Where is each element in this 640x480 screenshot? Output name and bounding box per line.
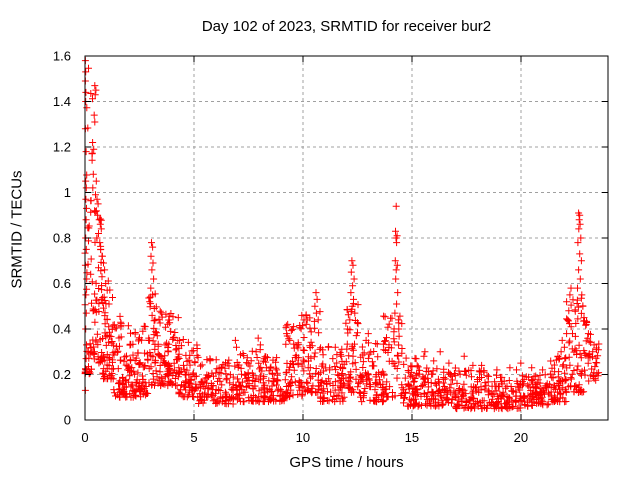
y-tick-label: 0.6 — [53, 276, 71, 291]
x-tick-label: 15 — [405, 430, 419, 445]
y-tick-label: 1.6 — [53, 49, 71, 64]
y-tick-label: 0.2 — [53, 367, 71, 382]
y-tick-label: 0.4 — [53, 322, 71, 337]
y-tick-label: 1.4 — [53, 94, 71, 109]
scatter-points — [81, 57, 603, 413]
y-axis-label: SRMTID / TECUs — [8, 170, 26, 289]
x-axis-label: GPS time / hours — [289, 454, 404, 471]
y-tick-label: 0 — [64, 413, 71, 428]
chart-title: Day 102 of 2023, SRMTID for receiver bur… — [201, 18, 492, 35]
y-tick-label: 0.8 — [53, 231, 71, 246]
y-tick-label: 1.2 — [53, 140, 71, 155]
x-tick-label: 0 — [81, 430, 88, 445]
x-tick-label: 10 — [296, 430, 310, 445]
x-tick-label: 20 — [514, 430, 528, 445]
x-tick-label: 5 — [190, 430, 197, 445]
y-tick-label: 1 — [64, 185, 71, 200]
